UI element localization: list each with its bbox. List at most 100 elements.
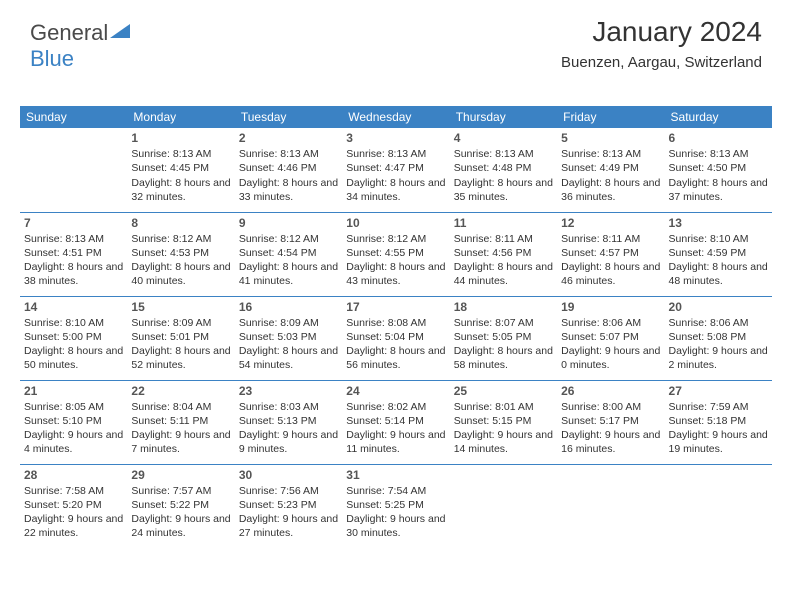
- day-number: 18: [454, 299, 553, 315]
- day-number: 15: [131, 299, 230, 315]
- daylight-text: Daylight: 9 hours and 11 minutes.: [346, 428, 445, 456]
- sunrise-text: Sunrise: 7:56 AM: [239, 484, 338, 498]
- daylight-text: Daylight: 8 hours and 33 minutes.: [239, 176, 338, 204]
- sunrise-text: Sunrise: 8:07 AM: [454, 316, 553, 330]
- calendar-cell: 17Sunrise: 8:08 AMSunset: 5:04 PMDayligh…: [342, 296, 449, 380]
- calendar-row: 21Sunrise: 8:05 AMSunset: 5:10 PMDayligh…: [20, 380, 772, 464]
- sunrise-text: Sunrise: 8:04 AM: [131, 400, 230, 414]
- sunrise-text: Sunrise: 8:12 AM: [131, 232, 230, 246]
- calendar-cell: 21Sunrise: 8:05 AMSunset: 5:10 PMDayligh…: [20, 380, 127, 464]
- daylight-text: Daylight: 9 hours and 16 minutes.: [561, 428, 660, 456]
- day-header: Saturday: [665, 106, 772, 128]
- sunrise-text: Sunrise: 7:58 AM: [24, 484, 123, 498]
- sunset-text: Sunset: 5:05 PM: [454, 330, 553, 344]
- daylight-text: Daylight: 9 hours and 27 minutes.: [239, 512, 338, 540]
- day-number: 9: [239, 215, 338, 231]
- calendar-cell-empty: [557, 464, 664, 548]
- daylight-text: Daylight: 8 hours and 43 minutes.: [346, 260, 445, 288]
- daylight-text: Daylight: 9 hours and 7 minutes.: [131, 428, 230, 456]
- sunset-text: Sunset: 4:59 PM: [669, 246, 768, 260]
- sunrise-text: Sunrise: 8:12 AM: [346, 232, 445, 246]
- calendar-row: 1Sunrise: 8:13 AMSunset: 4:45 PMDaylight…: [20, 128, 772, 212]
- sunrise-text: Sunrise: 8:13 AM: [131, 147, 230, 161]
- day-number: 10: [346, 215, 445, 231]
- sunrise-text: Sunrise: 8:13 AM: [669, 147, 768, 161]
- calendar-table: Sunday Monday Tuesday Wednesday Thursday…: [20, 106, 772, 548]
- daylight-text: Daylight: 8 hours and 58 minutes.: [454, 344, 553, 372]
- sunset-text: Sunset: 5:00 PM: [24, 330, 123, 344]
- day-number: 28: [24, 467, 123, 483]
- calendar-cell: 13Sunrise: 8:10 AMSunset: 4:59 PMDayligh…: [665, 212, 772, 296]
- day-number: 22: [131, 383, 230, 399]
- day-header-row: Sunday Monday Tuesday Wednesday Thursday…: [20, 106, 772, 128]
- sunset-text: Sunset: 4:57 PM: [561, 246, 660, 260]
- daylight-text: Daylight: 8 hours and 40 minutes.: [131, 260, 230, 288]
- calendar-cell: 12Sunrise: 8:11 AMSunset: 4:57 PMDayligh…: [557, 212, 664, 296]
- calendar-cell: 23Sunrise: 8:03 AMSunset: 5:13 PMDayligh…: [235, 380, 342, 464]
- daylight-text: Daylight: 9 hours and 9 minutes.: [239, 428, 338, 456]
- day-number: 14: [24, 299, 123, 315]
- day-number: 5: [561, 130, 660, 146]
- calendar-row: 28Sunrise: 7:58 AMSunset: 5:20 PM Dayligh…: [20, 464, 772, 548]
- daylight-text: Daylight: 8 hours and 41 minutes.: [239, 260, 338, 288]
- sunset-text: Sunset: 5:01 PM: [131, 330, 230, 344]
- sunrise-text: Sunrise: 8:10 AM: [24, 316, 123, 330]
- sunrise-text: Sunrise: 8:06 AM: [561, 316, 660, 330]
- day-number: 21: [24, 383, 123, 399]
- daylight-text: Daylight: 8 hours and 34 minutes.: [346, 176, 445, 204]
- page-header: January 2024 Buenzen, Aargau, Switzerlan…: [561, 16, 762, 71]
- sunset-text: Sunset: 5:20 PM: [24, 498, 123, 512]
- calendar-cell: 30Sunrise: 7:56 AMSunset: 5:23 PMDayligh…: [235, 464, 342, 548]
- sunrise-text: Sunrise: 8:09 AM: [239, 316, 338, 330]
- day-number: 25: [454, 383, 553, 399]
- calendar-cell: 18Sunrise: 8:07 AMSunset: 5:05 PMDayligh…: [450, 296, 557, 380]
- calendar-cell: 4Sunrise: 8:13 AMSunset: 4:48 PMDaylight…: [450, 128, 557, 212]
- calendar-cell-empty: [450, 464, 557, 548]
- day-number: 12: [561, 215, 660, 231]
- calendar-cell: 11Sunrise: 8:11 AMSunset: 4:56 PMDayligh…: [450, 212, 557, 296]
- sunrise-text: Sunrise: 8:13 AM: [346, 147, 445, 161]
- sunset-text: Sunset: 5:22 PM: [131, 498, 230, 512]
- calendar-cell: 28Sunrise: 7:58 AMSunset: 5:20 PMDayligh…: [20, 464, 127, 548]
- sunrise-text: Sunrise: 8:12 AM: [239, 232, 338, 246]
- daylight-text: Daylight: 8 hours and 46 minutes.: [561, 260, 660, 288]
- calendar-cell: 31Sunrise: 7:54 AMSunset: 5:25 PMDayligh…: [342, 464, 449, 548]
- sunset-text: Sunset: 4:46 PM: [239, 161, 338, 175]
- calendar-cell: 19Sunrise: 8:06 AMSunset: 5:07 PMDayligh…: [557, 296, 664, 380]
- daylight-text: Daylight: 8 hours and 35 minutes.: [454, 176, 553, 204]
- sunrise-text: Sunrise: 7:57 AM: [131, 484, 230, 498]
- daylight-text: Daylight: 8 hours and 56 minutes.: [346, 344, 445, 372]
- sunset-text: Sunset: 5:03 PM: [239, 330, 338, 344]
- day-number: 17: [346, 299, 445, 315]
- day-header: Thursday: [450, 106, 557, 128]
- sunset-text: Sunset: 5:04 PM: [346, 330, 445, 344]
- calendar-cell: 6Sunrise: 8:13 AMSunset: 4:50 PMDaylight…: [665, 128, 772, 212]
- sunset-text: Sunset: 5:11 PM: [131, 414, 230, 428]
- sunset-text: Sunset: 5:08 PM: [669, 330, 768, 344]
- day-header: Tuesday: [235, 106, 342, 128]
- sunset-text: Sunset: 5:07 PM: [561, 330, 660, 344]
- calendar-cell: 5Sunrise: 8:13 AMSunset: 4:49 PMDaylight…: [557, 128, 664, 212]
- calendar-cell: 25Sunrise: 8:01 AMSunset: 5:15 PMDayligh…: [450, 380, 557, 464]
- sunrise-text: Sunrise: 8:09 AM: [131, 316, 230, 330]
- day-number: 16: [239, 299, 338, 315]
- sunrise-text: Sunrise: 7:59 AM: [669, 400, 768, 414]
- sunrise-text: Sunrise: 8:06 AM: [669, 316, 768, 330]
- calendar-cell: 9Sunrise: 8:12 AMSunset: 4:54 PMDaylight…: [235, 212, 342, 296]
- sunset-text: Sunset: 4:48 PM: [454, 161, 553, 175]
- day-number: 13: [669, 215, 768, 231]
- sunset-text: Sunset: 4:47 PM: [346, 161, 445, 175]
- day-number: 11: [454, 215, 553, 231]
- calendar-cell: 20Sunrise: 8:06 AMSunset: 5:08 PMDayligh…: [665, 296, 772, 380]
- calendar-row: 7Sunrise: 8:13 AMSunset: 4:51 PMDaylight…: [20, 212, 772, 296]
- daylight-text: Daylight: 8 hours and 52 minutes.: [131, 344, 230, 372]
- calendar-cell-empty: [20, 128, 127, 212]
- daylight-text: Daylight: 9 hours and 0 minutes.: [561, 344, 660, 372]
- sunrise-text: Sunrise: 8:13 AM: [454, 147, 553, 161]
- sunrise-text: Sunrise: 8:13 AM: [561, 147, 660, 161]
- sunrise-text: Sunrise: 8:01 AM: [454, 400, 553, 414]
- daylight-text: Daylight: 8 hours and 37 minutes.: [669, 176, 768, 204]
- brand-logo: General Blue: [30, 18, 130, 72]
- day-number: 31: [346, 467, 445, 483]
- brand-part1: General: [30, 20, 108, 45]
